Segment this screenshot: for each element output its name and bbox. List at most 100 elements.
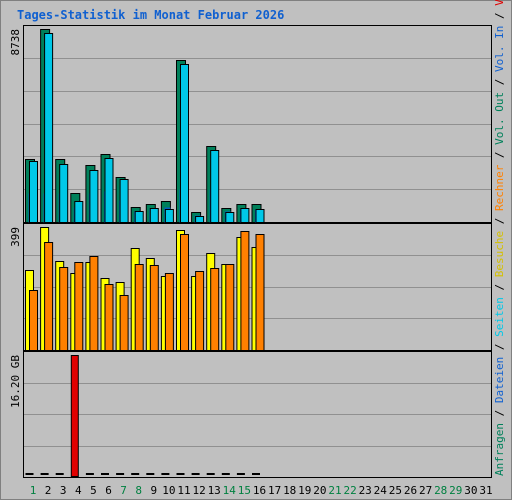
bar-volumen: [252, 473, 260, 475]
legend-entry: /: [493, 403, 506, 423]
bar-volumen: [221, 473, 230, 475]
bar-dateien: [119, 179, 129, 223]
chart-title: Tages-Statistik im Monat Februar 2026: [17, 8, 284, 22]
x-tick-label: 21: [328, 484, 341, 497]
bar-volumen: [161, 473, 170, 475]
bar-dateien: [134, 211, 144, 223]
x-tick-label: 10: [162, 484, 175, 497]
bar-rechner: [134, 264, 144, 351]
x-tick-label: 22: [343, 484, 356, 497]
bar-dateien: [74, 201, 84, 223]
bar-volumen: [131, 473, 140, 475]
bar-rechner: [29, 290, 38, 351]
x-tick-label: 1: [30, 484, 37, 497]
panel-besuche: 399: [9, 223, 492, 351]
x-tick-label: 12: [192, 484, 205, 497]
bar-dateien: [195, 216, 205, 223]
x-tick-label: 28: [434, 484, 447, 497]
bar-volumen: [101, 473, 109, 475]
bar-dateien: [29, 161, 38, 223]
bar-dateien: [104, 158, 114, 223]
bar-dateien: [164, 209, 174, 223]
bar-dateien: [225, 212, 235, 223]
bar-rechner: [104, 284, 114, 351]
x-tick-label: 29: [449, 484, 462, 497]
bar-rechner: [255, 234, 265, 351]
bar-rechner: [89, 256, 99, 351]
x-tick-label: 25: [389, 484, 402, 497]
x-tick-label: 6: [105, 484, 112, 497]
x-tick-label: 26: [404, 484, 417, 497]
bar-dateien: [180, 64, 189, 223]
bar-volumen: [146, 473, 155, 475]
legend-entry: Volumen: [493, 0, 506, 6]
x-tick-label: 3: [60, 484, 67, 497]
x-tick-label: 7: [120, 484, 127, 497]
bar-dateien: [89, 170, 99, 223]
bar-dateien: [240, 208, 250, 223]
bar-volumen: [236, 473, 245, 475]
x-tick-label: 20: [313, 484, 326, 497]
bar-dateien: [255, 209, 265, 223]
x-tick-label: 14: [223, 484, 237, 497]
x-tick-label: 8: [135, 484, 142, 497]
bar-volumen: [25, 473, 34, 475]
x-tick-label: 24: [374, 484, 388, 497]
legend-entry: /: [493, 337, 506, 357]
x-tick-label: 16: [253, 484, 266, 497]
bar-rechner: [195, 271, 205, 351]
panel-volumen: 16.20 GB: [9, 351, 492, 478]
bar-rechner: [119, 295, 129, 351]
bar-volumen: [176, 473, 185, 475]
x-tick-label: 23: [359, 484, 372, 497]
y-tick-label: 8738: [9, 29, 22, 56]
x-tick-label: 5: [90, 484, 97, 497]
bar-rechner: [59, 267, 69, 351]
x-tick-label: 31: [479, 484, 492, 497]
bar-volumen: [116, 473, 125, 475]
legend-entry: Besuche: [493, 231, 506, 277]
legend-text: Anfragen / Dateien / Seiten / Besuche / …: [493, 0, 506, 476]
x-axis-labels: 1 2 3 4 5 6 7 8 9 10 11 12 13 14 15 16 17 18 19 20 21 22 23 24 2…: [30, 484, 493, 497]
legend-entry: Anfragen: [493, 423, 506, 476]
bar-rechner: [210, 268, 220, 351]
x-tick-label: 17: [268, 484, 281, 497]
bar-rechner: [164, 273, 174, 351]
bar-rechner: [240, 231, 250, 351]
bar-rechner: [74, 262, 84, 351]
legend-entry: /: [493, 145, 506, 165]
bar-volumen: [70, 355, 79, 477]
x-tick-label: 13: [208, 484, 221, 497]
bar-rechner: [225, 264, 235, 351]
y-tick-label: 399: [9, 227, 22, 247]
legend-entry: Seiten: [493, 297, 506, 337]
legend-entry: Dateien: [493, 357, 506, 403]
legend-entry: /: [493, 277, 506, 297]
bar-rechner: [149, 265, 159, 351]
x-tick-label: 19: [298, 484, 311, 497]
x-tick-label: 27: [419, 484, 432, 497]
bar-dateien: [59, 164, 69, 223]
legend-entry: Rechner: [493, 164, 506, 211]
legend-entry: /: [493, 72, 506, 92]
bar-volumen: [85, 473, 94, 475]
x-tick-label: 18: [283, 484, 296, 497]
bar-dateien: [210, 150, 220, 223]
x-tick-label: 15: [238, 484, 251, 497]
x-tick-label: 9: [150, 484, 157, 497]
x-tick-label: 2: [45, 484, 52, 497]
bar-volumen: [40, 473, 49, 475]
bar-rechner: [180, 234, 189, 351]
y-tick-label: 16.20 GB: [9, 355, 22, 408]
x-tick-label: 30: [464, 484, 477, 497]
bar-volumen: [206, 473, 215, 475]
bar-volumen: [55, 473, 64, 475]
bar-dateien: [149, 208, 159, 223]
bar-rechner: [44, 242, 54, 351]
legend-entry: Vol. Out: [493, 92, 506, 145]
legend-entry: /: [493, 211, 506, 231]
right-legend: Anfragen / Dateien / Seiten / Besuche / …: [493, 0, 506, 476]
panel-anfragen: 8738: [9, 25, 492, 223]
bar-volumen: [191, 473, 200, 475]
